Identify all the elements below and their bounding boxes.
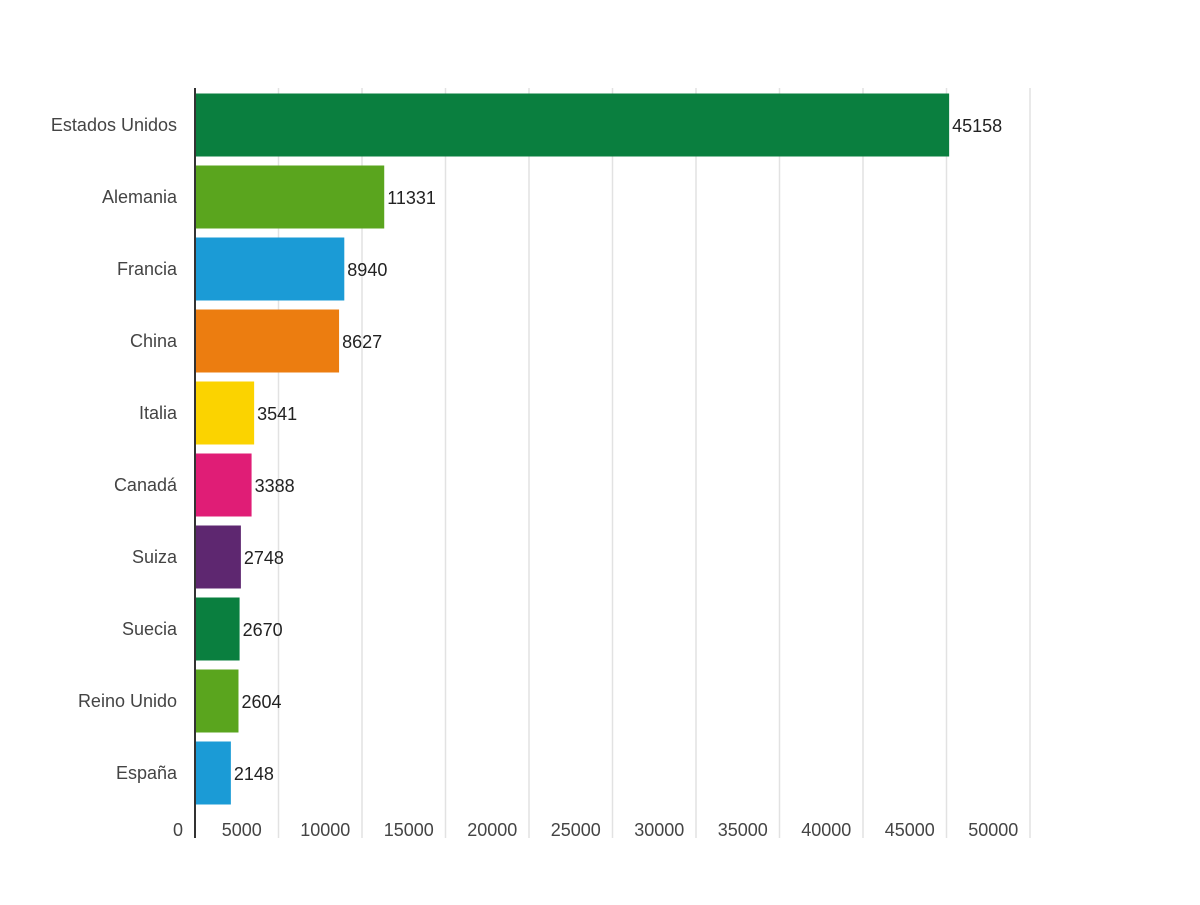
data-label: 2670	[243, 620, 283, 640]
category-label: China	[130, 331, 178, 351]
bar	[195, 453, 252, 517]
category-label: Suiza	[132, 547, 178, 567]
bar	[195, 525, 241, 589]
x-tick-label: 50000	[968, 820, 1018, 840]
x-tick-label: 20000	[467, 820, 517, 840]
value-labels: 45158 11331 8940 8627 3541 3388 2748 2670 2604 21…	[234, 116, 1002, 784]
category-label: Alemania	[102, 187, 178, 207]
data-label: 8627	[342, 332, 382, 352]
data-label: 3541	[257, 404, 297, 424]
bar	[195, 381, 255, 445]
category-label: Estados Unidos	[51, 115, 177, 135]
category-label: España	[116, 763, 178, 783]
x-tick-label: 5000	[222, 820, 262, 840]
bar	[195, 741, 231, 805]
category-label: Canadá	[114, 475, 178, 495]
x-tick-label: 25000	[551, 820, 601, 840]
x-axis-ticks: 0 5000 10000 15000 20000 25000 30000 35000 40000…	[173, 820, 1018, 840]
bar	[195, 309, 340, 373]
bar	[195, 93, 950, 157]
bar	[195, 597, 240, 661]
category-label: Italia	[139, 403, 178, 423]
data-label: 8940	[347, 260, 387, 280]
category-labels: Estados Unidos Alemania Francia China Italia…	[51, 115, 178, 783]
bars	[195, 93, 950, 805]
data-label: 2604	[241, 692, 281, 712]
x-tick-label: 10000	[300, 820, 350, 840]
bar	[195, 669, 239, 733]
data-label: 45158	[952, 116, 1002, 136]
bar	[195, 165, 385, 229]
category-label: Suecia	[122, 619, 178, 639]
category-label: Reino Unido	[78, 691, 177, 711]
x-tick-label: 45000	[885, 820, 935, 840]
data-label: 3388	[255, 476, 295, 496]
data-label: 11331	[387, 188, 436, 208]
x-tick-label: 15000	[384, 820, 434, 840]
x-tick-label: 40000	[801, 820, 851, 840]
category-label: Francia	[117, 259, 178, 279]
bar	[195, 237, 345, 301]
x-tick-label: 0	[173, 820, 183, 840]
x-tick-label: 35000	[718, 820, 768, 840]
x-tick-label: 30000	[634, 820, 684, 840]
data-label: 2748	[244, 548, 284, 568]
data-label: 2148	[234, 764, 274, 784]
